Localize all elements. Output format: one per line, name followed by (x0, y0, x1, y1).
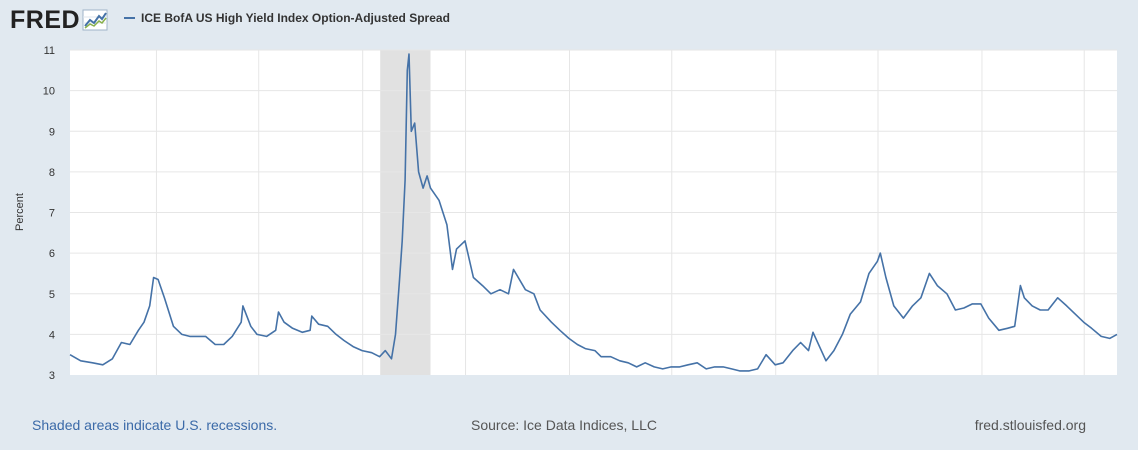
grid-lines (70, 49, 1117, 375)
y-tick-label: 11 (44, 45, 55, 57)
x-tick-label: 2023-01 (962, 381, 1002, 382)
site-link[interactable]: fred.stlouisfed.org (974, 417, 1086, 433)
x-tick-label: 2022-01 (756, 381, 796, 382)
series-layer (69, 53, 1118, 372)
x-tick-label: 2021-01 (549, 381, 589, 382)
x-axis-ticks: 2019-01 2019-07 2020-01 2020-07 2021-01 2021-… (136, 381, 1104, 382)
chart-header: FRED ICE BofA US High Yield Index Option… (0, 0, 1138, 42)
y-axis-label: Percent (14, 193, 26, 231)
fred-logo-text: FRED (10, 6, 81, 34)
y-tick-label: 10 (43, 86, 55, 98)
y-tick-label: 3 (49, 370, 55, 382)
legend-swatch (124, 17, 135, 19)
recession-note-link[interactable]: Shaded areas indicate U.S. recessions. (32, 417, 278, 433)
x-tick-label: 2021-07 (652, 381, 692, 382)
source-text: Source: Ice Data Indices, LLC (471, 417, 657, 433)
line-chart: 3 4 5 6 7 8 9 10 11 2019-01 2019-07 2020-01 2020-07… (14, 45, 1118, 382)
legend-item[interactable]: ICE BofA US High Yield Index Option-Adju… (124, 11, 450, 25)
fred-logo[interactable]: FRED (10, 6, 108, 34)
x-tick-label: 2023-07 (1064, 381, 1104, 382)
x-tick-label: 2020-07 (445, 381, 485, 382)
x-tick-label: 2022-07 (858, 381, 898, 382)
trend-chart-icon (82, 9, 108, 31)
x-tick-label: 2019-07 (239, 381, 279, 382)
y-tick-label: 6 (49, 248, 55, 260)
x-tick-label: 2019-01 (136, 381, 176, 382)
y-axis-ticks: 3 4 5 6 7 8 9 10 11 (43, 45, 55, 382)
y-tick-label: 8 (49, 167, 55, 179)
series-line (69, 53, 1118, 372)
legend-label: ICE BofA US High Yield Index Option-Adju… (141, 11, 450, 25)
x-tick-label: 2020-01 (342, 381, 382, 382)
y-tick-label: 9 (49, 126, 55, 138)
y-tick-label: 5 (49, 289, 55, 301)
y-tick-label: 4 (49, 329, 55, 341)
y-tick-label: 7 (49, 208, 55, 220)
